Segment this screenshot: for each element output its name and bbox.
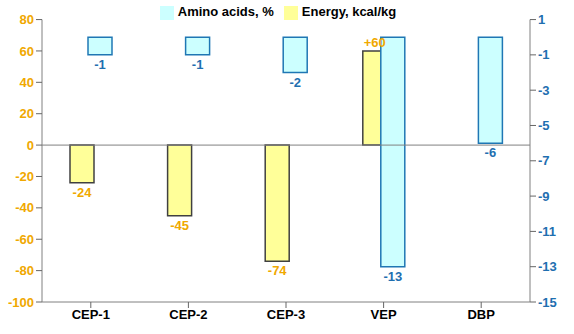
svg-text:-5: -5 bbox=[538, 118, 550, 133]
svg-text:CEP-1: CEP-1 bbox=[72, 307, 110, 322]
html-text:Energy, kcal/kg: Energy, kcal/kg bbox=[301, 4, 397, 19]
html-text:Amino acids, %: Amino acids, % bbox=[177, 4, 274, 19]
svg-text:-3: -3 bbox=[538, 83, 550, 98]
svg-text:-74: -74 bbox=[268, 263, 288, 278]
svg-text:CEP-3: CEP-3 bbox=[267, 307, 305, 322]
svg-text:VEP: VEP bbox=[371, 307, 397, 322]
svg-text:0: 0 bbox=[27, 138, 34, 153]
svg-text:-40: -40 bbox=[15, 200, 34, 215]
svg-text:-80: -80 bbox=[15, 263, 34, 278]
svg-text:-2: -2 bbox=[289, 75, 301, 90]
svg-text:-1: -1 bbox=[94, 57, 106, 72]
svg-text:-11: -11 bbox=[538, 224, 556, 239]
svg-text:-13: -13 bbox=[538, 259, 557, 274]
svg-text:-7: -7 bbox=[538, 153, 550, 168]
svg-text:CEP-2: CEP-2 bbox=[169, 307, 207, 322]
svg-text:-1: -1 bbox=[538, 47, 550, 62]
svg-text:40: 40 bbox=[20, 75, 34, 90]
svg-text:-24: -24 bbox=[73, 185, 93, 200]
svg-text:-1: -1 bbox=[192, 57, 204, 72]
svg-text:-100: -100 bbox=[8, 295, 34, 310]
svg-text:-6: -6 bbox=[485, 145, 497, 160]
svg-text:DBP: DBP bbox=[467, 307, 495, 322]
svg-text:80: 80 bbox=[20, 12, 34, 27]
svg-text:60: 60 bbox=[20, 44, 34, 59]
svg-text:+60: +60 bbox=[364, 35, 386, 50]
svg-text:-45: -45 bbox=[170, 218, 189, 233]
svg-text:-13: -13 bbox=[383, 269, 402, 284]
svg-text:20: 20 bbox=[20, 106, 34, 121]
svg-text:-60: -60 bbox=[15, 232, 34, 247]
svg-text:-9: -9 bbox=[538, 189, 550, 204]
svg-text:1: 1 bbox=[538, 12, 545, 27]
svg-text:-20: -20 bbox=[15, 169, 34, 184]
svg-text:-15: -15 bbox=[538, 295, 557, 310]
